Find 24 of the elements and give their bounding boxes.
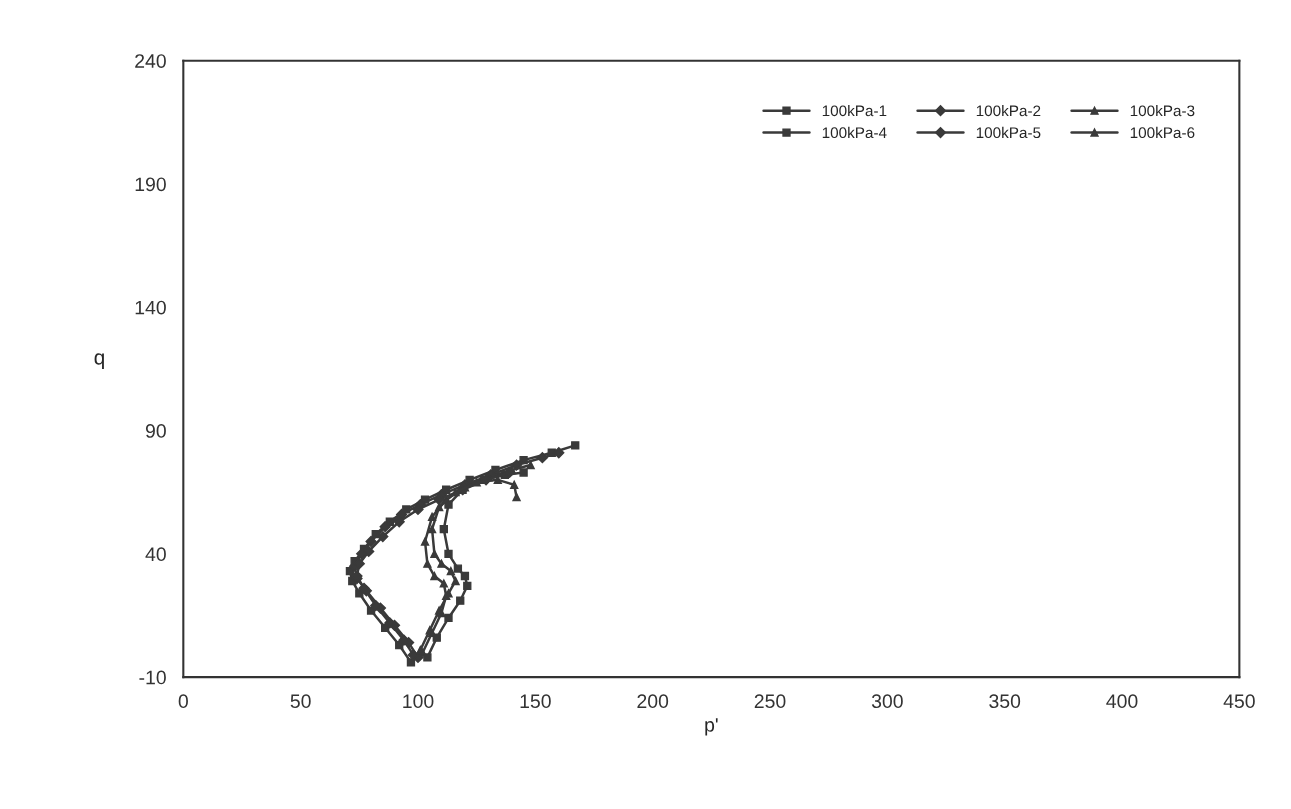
legend-label: 100kPa-4 [822,126,887,139]
x-tick-label: 150 [520,694,551,709]
x-tick-label: 400 [1106,694,1138,709]
y-tick-label: 140 [135,300,166,315]
legend-label: 100kPa-3 [1130,104,1195,117]
y-tick-label: 240 [135,54,166,68]
x-axis-title: p' [705,718,718,736]
y-tick-label: -10 [139,670,166,685]
y-axis-title: q [94,353,104,369]
legend-label: 100kPa-5 [976,126,1041,139]
y-tick-label: 40 [145,547,166,562]
legend-label: 100kPa-2 [976,104,1041,117]
x-tick-label: 350 [989,694,1021,709]
y-tick-label: 90 [145,424,166,438]
legend-label: 100kPa-1 [822,104,887,117]
x-tick-label: 450 [1223,694,1255,709]
x-tick-label: 100 [403,694,434,709]
x-tick-label: 250 [754,694,786,709]
legend-label: 100kPa-6 [1130,126,1195,139]
x-tick-label: 300 [871,694,903,709]
x-tick-label: 0 [178,694,188,709]
x-tick-label: 50 [290,694,311,709]
y-tick-label: 190 [135,177,166,192]
x-tick-label: 200 [637,694,669,709]
